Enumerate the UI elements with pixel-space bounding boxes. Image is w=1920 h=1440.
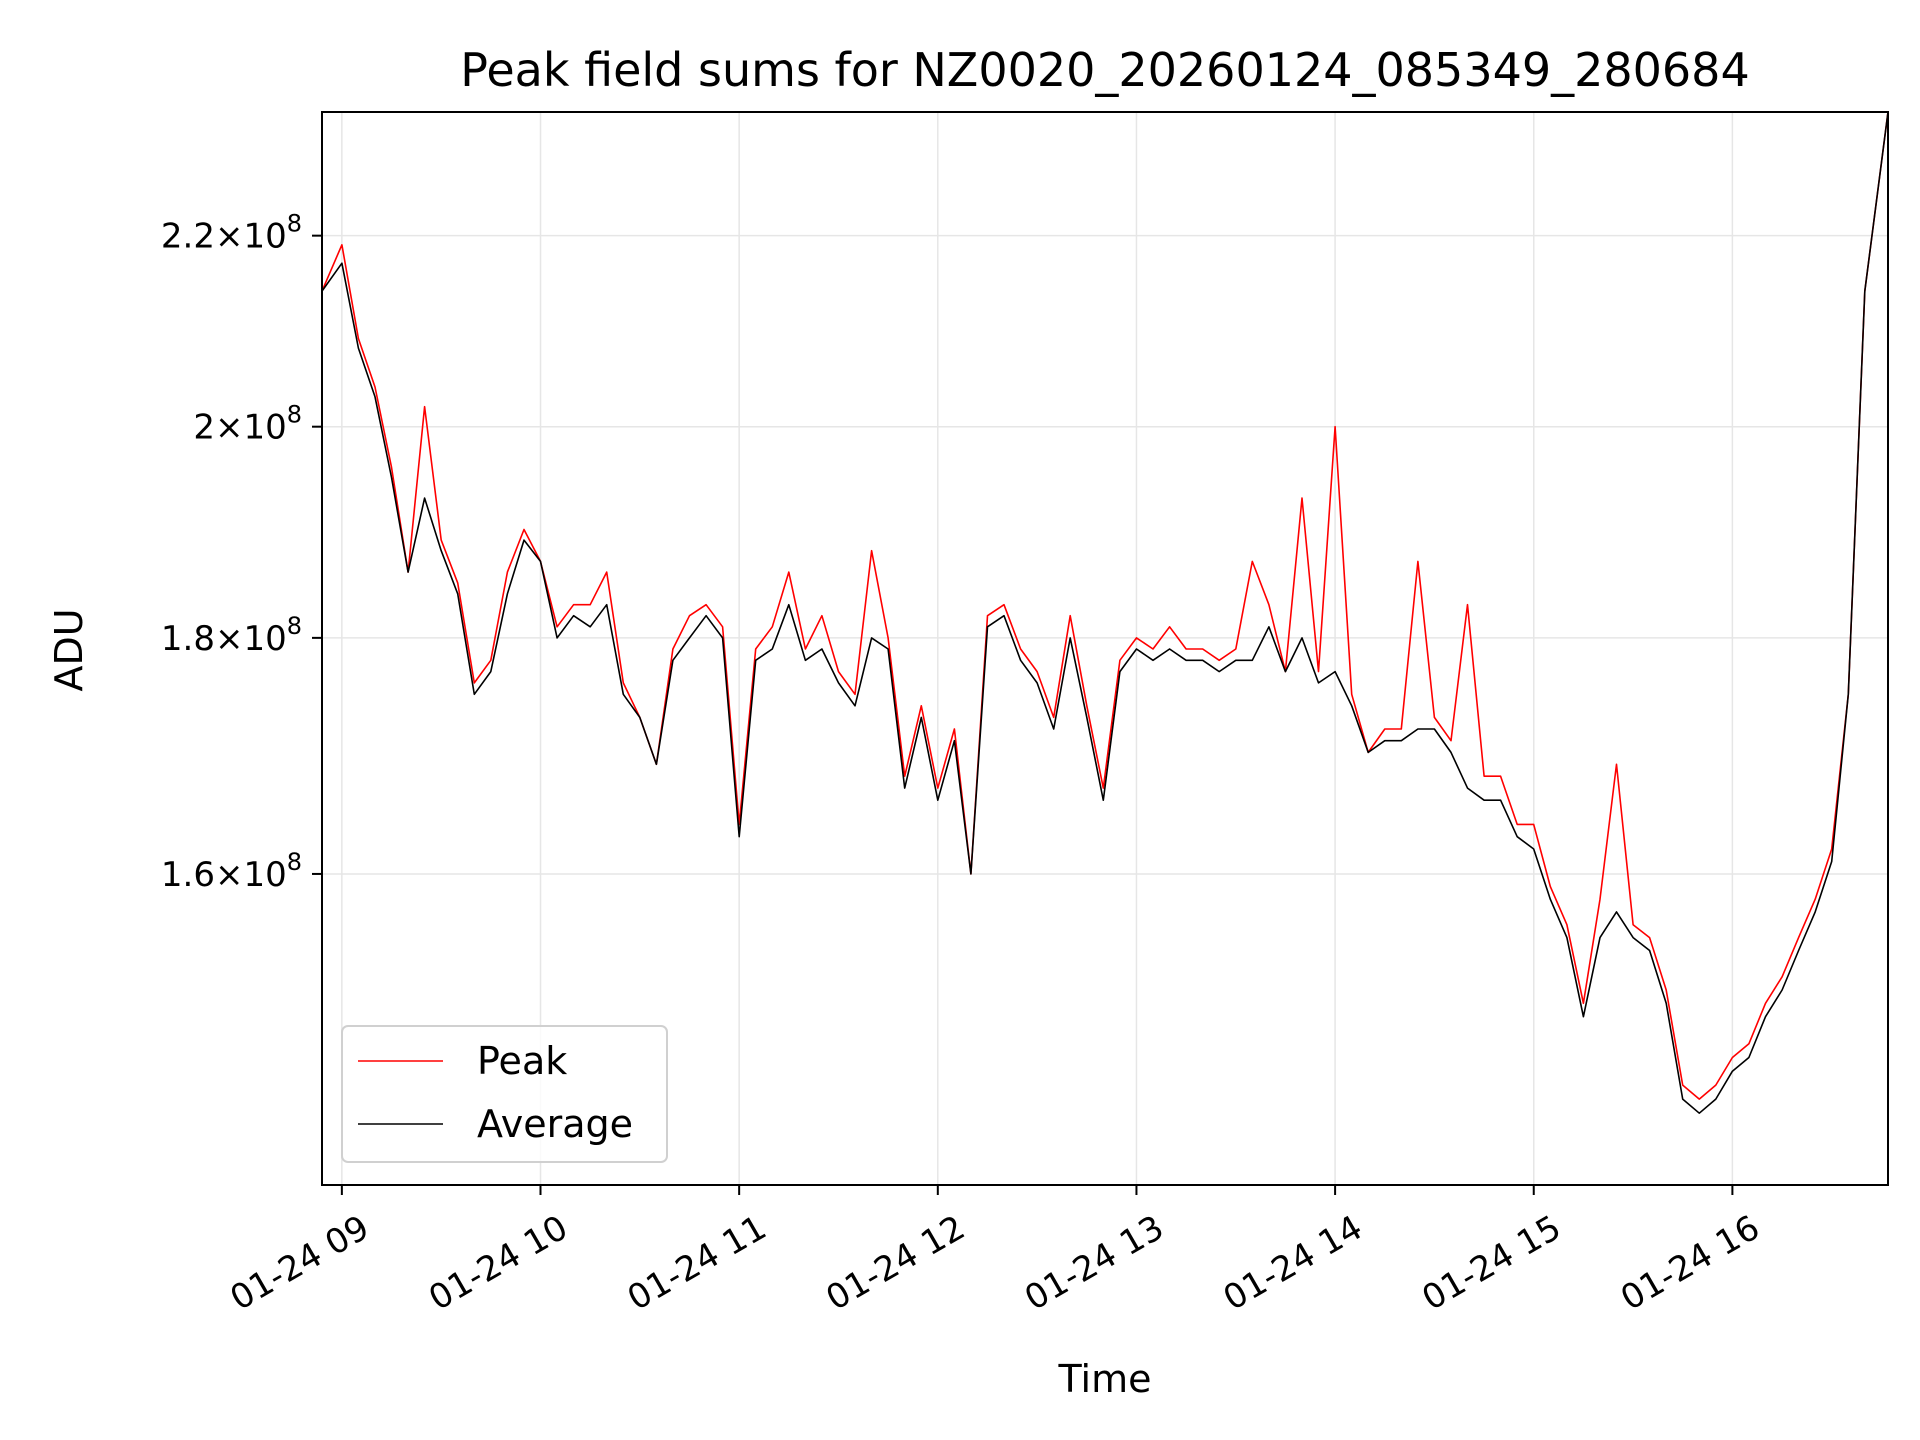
legend: Peak Average <box>341 1025 668 1163</box>
y-tick-label: 1.8×108 <box>161 612 302 659</box>
y-tick-label: 1.6×108 <box>161 848 302 895</box>
legend-box <box>341 1025 668 1163</box>
series-lines <box>321 111 1889 1114</box>
y-tick-label: 2.2×108 <box>161 210 302 257</box>
x-axis-label: Time <box>1058 1357 1152 1401</box>
legend-label-average: Average <box>477 1102 633 1146</box>
plot-frame <box>321 111 1889 1186</box>
y-ticks: 1.6×108 1.8×108 2×108 2.2×108 <box>161 210 322 895</box>
series-line-peak <box>321 111 1889 1100</box>
chart-title: Peak field sums for NZ0020_20260124_0853… <box>460 43 1749 97</box>
grid <box>322 112 1888 1185</box>
legend-label-peak: Peak <box>477 1039 567 1083</box>
series-line-average <box>321 111 1889 1114</box>
y-tick-label: 2×108 <box>193 401 302 448</box>
y-axis-label: ADU <box>47 608 91 691</box>
